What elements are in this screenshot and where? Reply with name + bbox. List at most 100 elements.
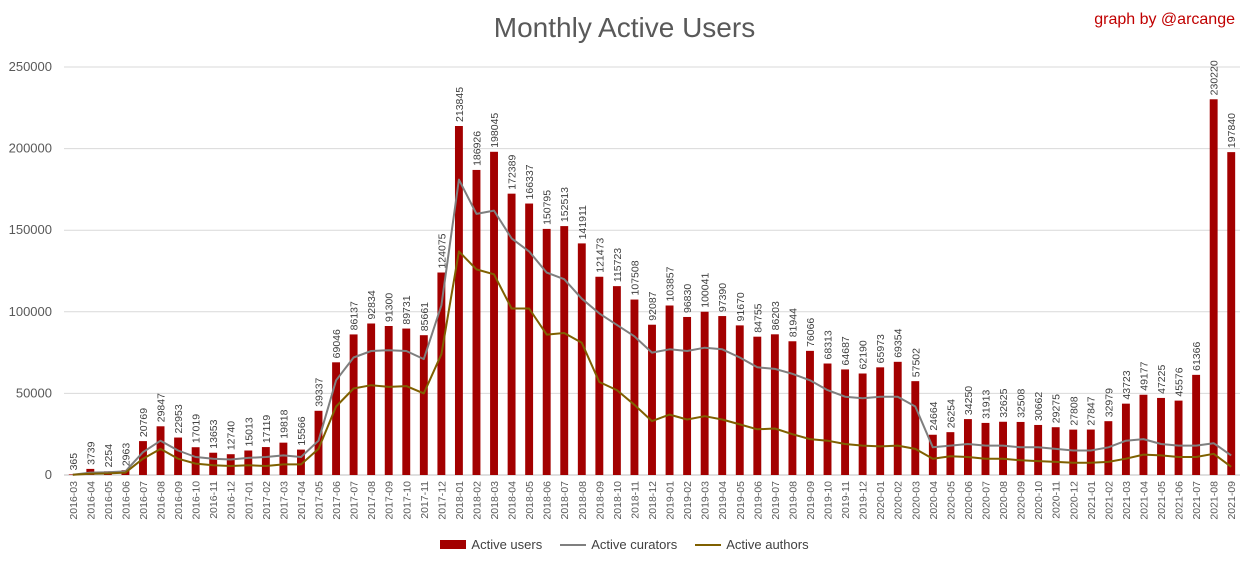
data-label: 64687 xyxy=(840,336,852,365)
chart-title: Monthly Active Users xyxy=(493,12,756,43)
bar-active-users xyxy=(911,381,920,475)
data-label: 89731 xyxy=(401,295,413,324)
bar-active-users xyxy=(279,442,288,475)
data-label: 81944 xyxy=(787,308,799,337)
legend-swatch-active-authors xyxy=(695,543,722,546)
x-tick-label: 2021-06 xyxy=(1174,481,1186,520)
y-tick-label: 0 xyxy=(45,467,52,482)
legend-item-active-users: Active users xyxy=(440,537,542,552)
data-label: 22953 xyxy=(173,404,185,433)
bar-active-users xyxy=(1157,397,1165,475)
data-label: 24664 xyxy=(928,401,940,430)
y-tick-label: 50000 xyxy=(16,385,52,400)
data-label: 32625 xyxy=(998,388,1010,417)
data-label: 12740 xyxy=(226,421,238,450)
x-tick-label: 2018-05 xyxy=(524,481,536,520)
bar-active-users xyxy=(946,432,955,475)
x-tick-label: 2018-12 xyxy=(647,481,659,520)
x-tick-label: 2018-02 xyxy=(472,481,484,520)
x-tick-label: 2016-08 xyxy=(156,481,168,520)
bar-active-users xyxy=(858,373,867,475)
bar-active-users xyxy=(472,169,481,475)
x-tick-label: 2017-05 xyxy=(314,481,326,520)
bar-active-users xyxy=(1227,152,1236,475)
legend-label-active-users: Active users xyxy=(471,537,543,552)
bar-active-users xyxy=(1139,394,1148,475)
bar-active-users xyxy=(490,151,498,475)
x-tick-label: 2019-07 xyxy=(770,481,782,520)
x-tick-label: 2019-12 xyxy=(858,481,870,520)
data-label: 62190 xyxy=(858,340,870,369)
bar-active-users xyxy=(981,422,990,475)
bar-active-users xyxy=(560,226,569,475)
x-tick-label: 2016-03 xyxy=(68,481,80,520)
bar-active-users xyxy=(595,276,604,475)
y-tick-label: 250000 xyxy=(9,59,52,74)
bar-active-users xyxy=(349,334,358,475)
legend-label-active-curators: Active curators xyxy=(591,537,678,552)
bar-active-users xyxy=(823,363,832,475)
bar-active-users xyxy=(1086,429,1095,475)
data-label: 186926 xyxy=(472,131,484,166)
data-label: 29275 xyxy=(1051,394,1063,423)
x-tick-label: 2016-09 xyxy=(173,481,185,520)
data-label: 68313 xyxy=(823,330,835,359)
bar-active-users xyxy=(244,450,253,475)
legend-label-active-authors: Active authors xyxy=(726,537,809,552)
legend-item-active-curators: Active curators xyxy=(560,537,677,552)
x-tick-label: 2016-10 xyxy=(191,481,203,520)
bar-active-users xyxy=(384,325,393,475)
data-label: 107508 xyxy=(629,260,641,295)
x-tick-label: 2018-04 xyxy=(507,481,519,520)
bar-active-users xyxy=(1051,427,1060,475)
data-label: 69354 xyxy=(893,328,905,357)
bar-active-users xyxy=(226,454,235,475)
data-label: 84755 xyxy=(752,303,764,332)
x-tick-label: 2017-12 xyxy=(436,481,448,520)
x-tick-label: 2021-08 xyxy=(1209,481,1221,520)
bar-active-users xyxy=(683,316,692,475)
bar-active-users xyxy=(1034,424,1043,475)
x-tick-label: 2019-04 xyxy=(717,481,729,520)
x-tick-label: 2017-10 xyxy=(401,481,413,520)
bar-active-users xyxy=(542,228,551,475)
x-tick-label: 2021-05 xyxy=(1156,481,1168,520)
bar-active-users xyxy=(174,437,183,475)
data-label: 96830 xyxy=(682,284,694,313)
x-tick-label: 2019-01 xyxy=(665,481,677,520)
x-tick-label: 2017-01 xyxy=(243,481,255,520)
data-label: 19818 xyxy=(278,409,290,438)
bar-active-users xyxy=(753,336,762,475)
data-label: 121473 xyxy=(594,238,606,273)
data-label: 92834 xyxy=(366,290,378,319)
data-label: 20769 xyxy=(138,408,150,437)
data-label: 2254 xyxy=(103,444,115,468)
x-tick-label: 2021-09 xyxy=(1226,481,1238,520)
x-tick-label: 2018-08 xyxy=(577,481,589,520)
y-tick-label: 100000 xyxy=(9,304,52,319)
bar-active-users xyxy=(314,410,323,475)
x-tick-label: 2020-03 xyxy=(910,481,922,520)
data-label: 29847 xyxy=(155,393,167,422)
x-tick-label: 2017-11 xyxy=(419,481,431,519)
legend-item-active-authors: Active authors xyxy=(695,537,809,552)
data-label: 47225 xyxy=(1156,365,1168,394)
x-tick-label: 2019-02 xyxy=(682,481,694,520)
data-label: 85661 xyxy=(419,302,431,331)
bar-active-users xyxy=(332,362,341,475)
bar-active-users xyxy=(665,305,674,475)
bar-active-users xyxy=(525,203,534,475)
data-label: 230220 xyxy=(1209,60,1221,95)
y-tick-label: 200000 xyxy=(9,141,52,156)
x-tick-label: 2018-07 xyxy=(559,481,571,520)
x-tick-label: 2017-04 xyxy=(296,481,308,520)
data-label: 69046 xyxy=(331,329,343,358)
data-label: 34250 xyxy=(963,386,975,415)
x-tick-label: 2020-11 xyxy=(1051,481,1063,519)
x-tick-label: 2017-07 xyxy=(349,481,361,520)
x-tick-label: 2019-09 xyxy=(805,481,817,520)
x-tick-label: 2019-05 xyxy=(735,481,747,520)
bar-active-users xyxy=(367,323,376,475)
data-label: 152513 xyxy=(559,187,571,222)
bar-active-users xyxy=(402,328,411,475)
